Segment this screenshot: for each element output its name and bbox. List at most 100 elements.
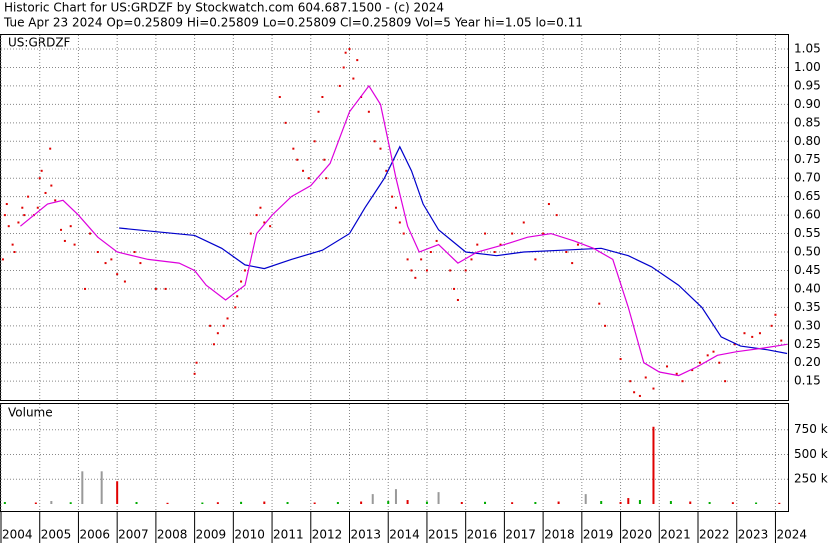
price-point bbox=[89, 232, 92, 235]
price-point bbox=[398, 221, 401, 224]
x-tick-label: 2008 bbox=[157, 528, 188, 542]
moving-average bbox=[20, 84, 788, 377]
price-point bbox=[263, 221, 266, 224]
volume-bar bbox=[600, 501, 603, 504]
volume-bar bbox=[484, 501, 487, 504]
y-tick-label: 0.80 bbox=[794, 134, 821, 148]
volume-bar bbox=[534, 502, 537, 504]
price-point bbox=[38, 177, 41, 180]
price-point bbox=[40, 169, 43, 172]
price-point bbox=[534, 258, 537, 261]
volume-bar bbox=[755, 502, 758, 504]
x-tick-label: 2019 bbox=[583, 528, 614, 542]
volume-panel bbox=[0, 403, 789, 512]
price-point bbox=[255, 214, 258, 217]
price-point bbox=[13, 251, 16, 254]
price-point bbox=[164, 287, 167, 290]
price-point bbox=[652, 387, 655, 390]
price-point bbox=[240, 280, 243, 283]
price-point bbox=[425, 269, 428, 272]
price-point bbox=[222, 324, 225, 327]
price-point bbox=[216, 332, 219, 335]
price-point bbox=[367, 110, 370, 113]
price-point bbox=[63, 239, 66, 242]
volume-label: Volume bbox=[8, 406, 53, 420]
y-tick-label: 0.55 bbox=[794, 226, 821, 240]
price-point bbox=[356, 59, 359, 62]
price-point bbox=[296, 158, 299, 161]
price-point bbox=[402, 232, 405, 235]
volume-bar bbox=[387, 501, 390, 504]
y-tick-label: 0.90 bbox=[794, 97, 821, 111]
x-tick-label: 2011 bbox=[273, 528, 304, 542]
volume-bar bbox=[50, 501, 53, 504]
price-point bbox=[11, 243, 14, 246]
volume-bar bbox=[166, 502, 169, 504]
chart-title: Historic Chart for US:GRDZF by Stockwatc… bbox=[4, 1, 444, 15]
price-point bbox=[555, 214, 558, 217]
volume-bar bbox=[652, 426, 655, 504]
volume-bar bbox=[627, 498, 630, 504]
price-point bbox=[17, 221, 20, 224]
price-point bbox=[23, 214, 26, 217]
price-point bbox=[706, 354, 709, 357]
price-point bbox=[511, 232, 514, 235]
symbol-label: US:GRDZF bbox=[8, 36, 71, 50]
price-point bbox=[321, 96, 324, 99]
price-point bbox=[313, 140, 316, 143]
price-point bbox=[571, 262, 574, 265]
price-point bbox=[453, 287, 456, 290]
price-point bbox=[644, 376, 647, 379]
volume-bar bbox=[216, 502, 219, 504]
volume-bar bbox=[394, 489, 397, 504]
price-point bbox=[3, 214, 6, 217]
volume-bar bbox=[437, 492, 440, 504]
price-point bbox=[493, 251, 496, 254]
volume-bar bbox=[638, 500, 641, 504]
price-point bbox=[373, 140, 376, 143]
price-point bbox=[325, 177, 328, 180]
price-point bbox=[193, 372, 196, 375]
price-point bbox=[499, 243, 502, 246]
volume-bar bbox=[425, 501, 428, 504]
x-tick-label: 2005 bbox=[41, 528, 72, 542]
price-point bbox=[96, 251, 99, 254]
price-point bbox=[598, 302, 601, 305]
volume-bar bbox=[731, 502, 734, 504]
y-tick-label: 0.95 bbox=[794, 78, 821, 92]
price-point bbox=[278, 96, 281, 99]
x-tick-label: 2017 bbox=[505, 528, 536, 542]
price-point bbox=[712, 350, 715, 353]
price-point bbox=[743, 332, 746, 335]
x-tick-label: 2015 bbox=[428, 528, 459, 542]
y-tick-label: 0.85 bbox=[794, 115, 821, 129]
price-point bbox=[7, 225, 10, 228]
price-point bbox=[406, 258, 409, 261]
price-point bbox=[675, 372, 678, 375]
price-point bbox=[209, 324, 212, 327]
price-point bbox=[27, 195, 30, 198]
volume-bar bbox=[336, 502, 339, 504]
price-point bbox=[259, 206, 262, 209]
price-point bbox=[542, 232, 545, 235]
y-tick-label: 0.65 bbox=[794, 189, 821, 203]
price-point bbox=[317, 110, 320, 113]
price-point bbox=[464, 269, 467, 272]
price-point bbox=[410, 269, 413, 272]
price-point bbox=[619, 358, 622, 361]
volume-bar bbox=[778, 502, 781, 504]
price-point bbox=[36, 206, 39, 209]
price-point bbox=[243, 269, 246, 272]
price-point bbox=[780, 339, 783, 342]
price-point bbox=[724, 380, 727, 383]
price-point bbox=[302, 169, 305, 172]
x-tick-label: 2010 bbox=[234, 528, 265, 542]
x-tick-label: 2004 bbox=[2, 528, 33, 542]
price-point bbox=[379, 147, 382, 150]
price-point bbox=[60, 228, 63, 231]
price-point bbox=[154, 287, 157, 290]
volume-bar bbox=[460, 502, 463, 504]
y-tick-label: 0.15 bbox=[794, 374, 821, 388]
price-point bbox=[342, 66, 345, 69]
